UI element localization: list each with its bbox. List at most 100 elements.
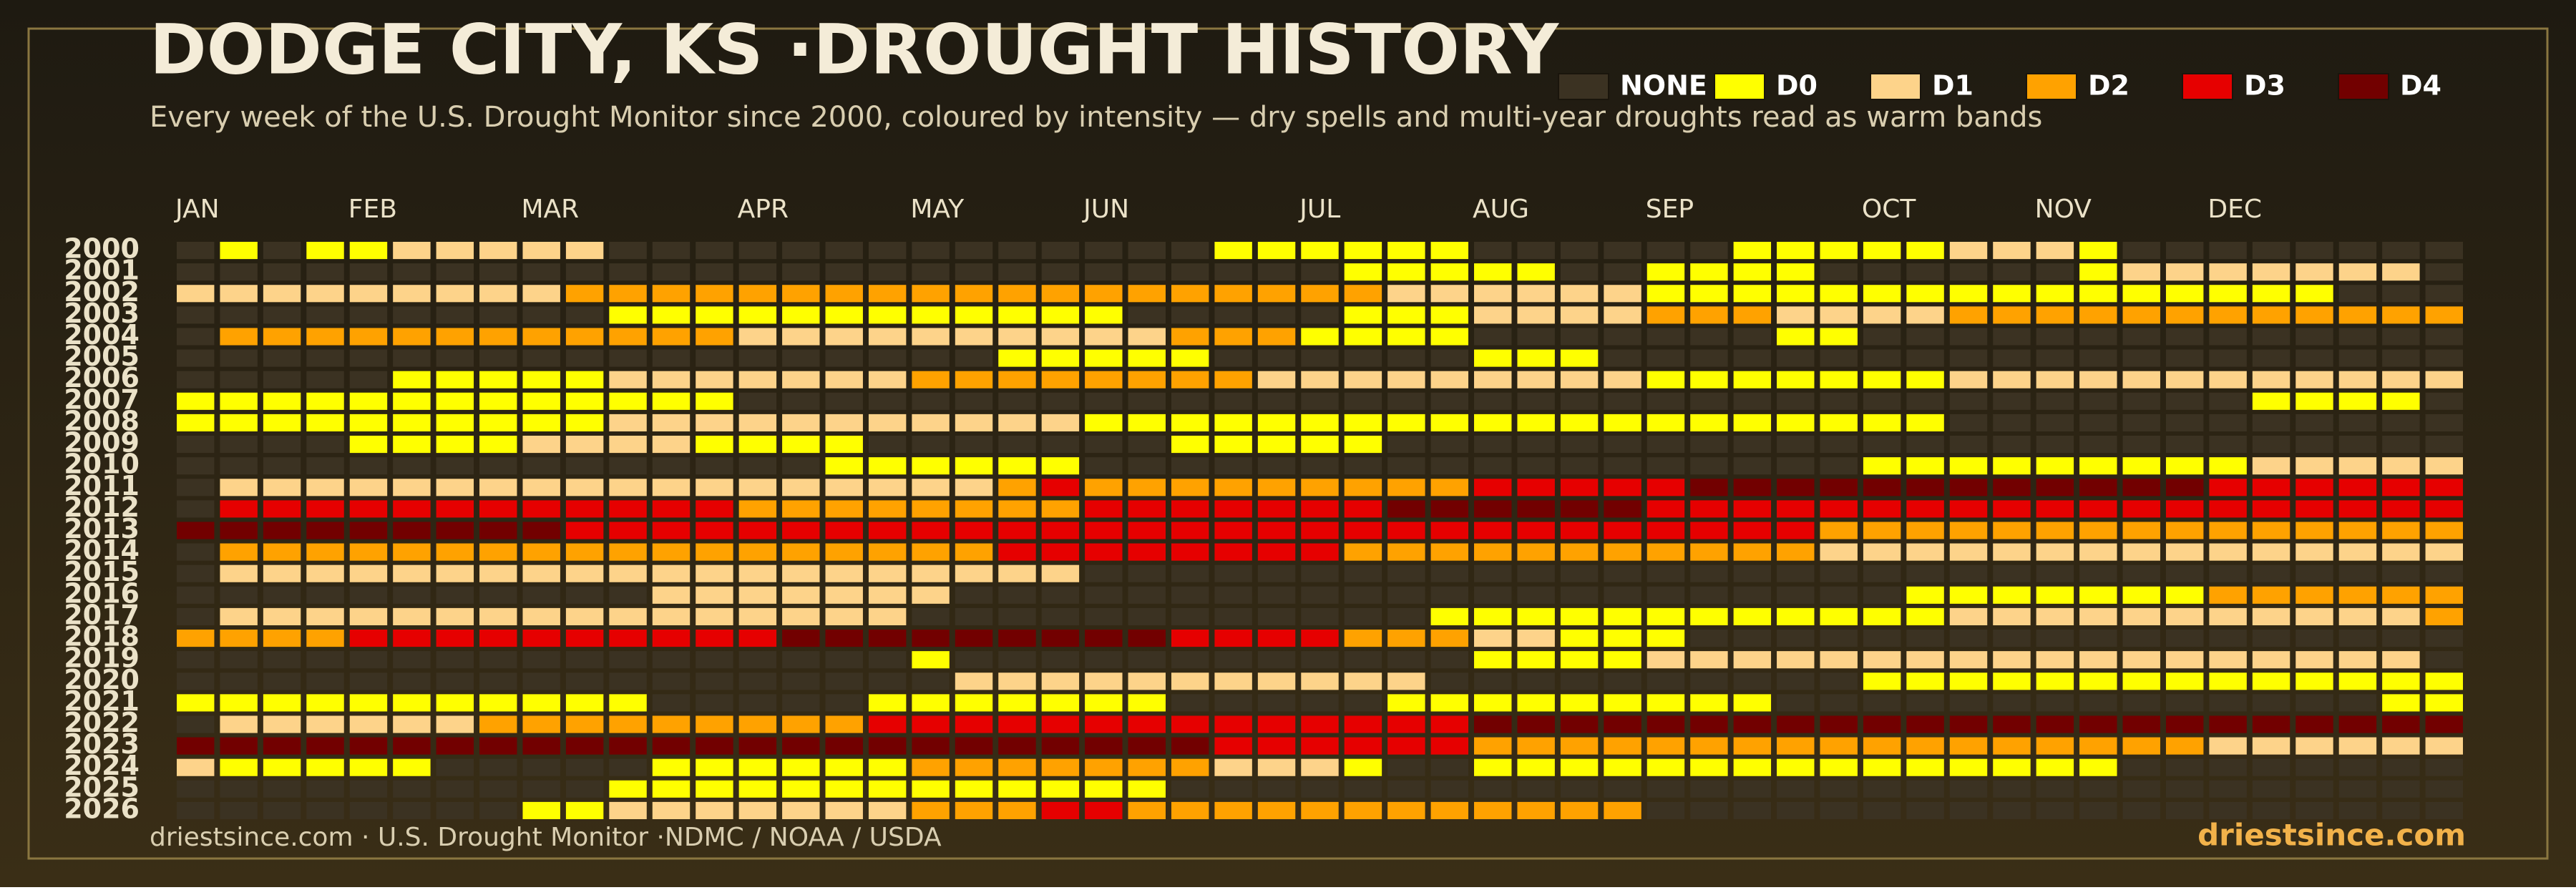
cell [1301,543,1339,561]
cell [1301,522,1339,539]
cell [782,607,820,625]
cell [696,414,733,431]
cell [2425,607,2463,625]
cell [2165,673,2204,690]
cell [2296,263,2333,281]
cell [1560,371,1599,388]
cell [1257,285,1296,303]
cell [1777,436,1815,454]
cell [1085,414,1123,431]
cell [2296,607,2333,625]
cell [1993,457,2031,475]
cell [1257,457,1296,475]
cell [1517,780,1555,798]
cell [1949,780,1988,798]
cell [998,673,1036,690]
cell [1474,564,1512,582]
cell [1777,479,1815,497]
cell [738,522,777,539]
cell [2252,780,2290,798]
cell [2338,263,2377,281]
cell [1604,392,1641,410]
cell [1344,500,1382,518]
cell [1646,780,1685,798]
cell [565,392,604,410]
cell [782,780,820,798]
cell [1128,522,1166,539]
cell [2425,586,2463,604]
cell [1646,285,1685,303]
cell [2338,371,2377,388]
cell [912,285,950,303]
cell [1214,673,1252,690]
x-tick-label: JAN [174,195,220,224]
cell [696,457,733,475]
cell [1387,607,1425,625]
cell [1171,328,1209,346]
legend-label: D0 [1776,70,1818,102]
cell [565,285,604,303]
cell [2122,500,2160,518]
cell [1777,651,1815,669]
y-tick-label: 2001 [64,255,140,286]
cell [1041,436,1080,454]
cell [2209,694,2247,712]
cell [1863,543,1901,561]
cell [868,371,907,388]
cell [393,285,431,303]
cell [1474,694,1512,712]
cell [2252,694,2290,712]
cell [2296,479,2333,497]
cell [1474,543,1512,561]
cell [955,780,993,798]
cell [479,306,517,324]
y-tick-label: 2026 [64,793,140,824]
cell [2036,328,2074,346]
cell [738,780,777,798]
cell [1387,715,1425,733]
cell [263,263,301,281]
cell [1733,543,1772,561]
cell [220,263,258,281]
cell [2209,543,2247,561]
cell [868,522,907,539]
cell [1820,436,1858,454]
cell [912,522,950,539]
cell [1733,673,1772,690]
cell [1474,801,1512,819]
cell [565,758,604,776]
cell [1474,371,1512,388]
cell [696,715,733,733]
cell [522,694,560,712]
cell [1690,780,1728,798]
cell [609,242,647,260]
cell [1777,285,1815,303]
cell [1820,500,1858,518]
cell [1171,630,1209,647]
cell [1474,479,1512,497]
cell [738,479,777,497]
cell [1949,630,1988,647]
cell [2382,479,2420,497]
cell [2122,242,2160,260]
cell [1387,780,1425,798]
cell [479,607,517,625]
cell [220,479,258,497]
cell [1690,715,1728,733]
cell [1430,543,1469,561]
cell [2122,414,2160,431]
cell [479,564,517,582]
cell [1993,263,2031,281]
cell [2036,479,2074,497]
cell [652,328,691,346]
y-tick-label: 2022 [64,707,140,738]
cell [1863,780,1901,798]
cell [782,285,820,303]
cell [2252,306,2290,324]
cell [1560,801,1599,819]
cell [263,737,301,755]
cell [2079,242,2117,260]
cell [2122,522,2160,539]
cell [1171,457,1209,475]
cell [1690,758,1728,776]
